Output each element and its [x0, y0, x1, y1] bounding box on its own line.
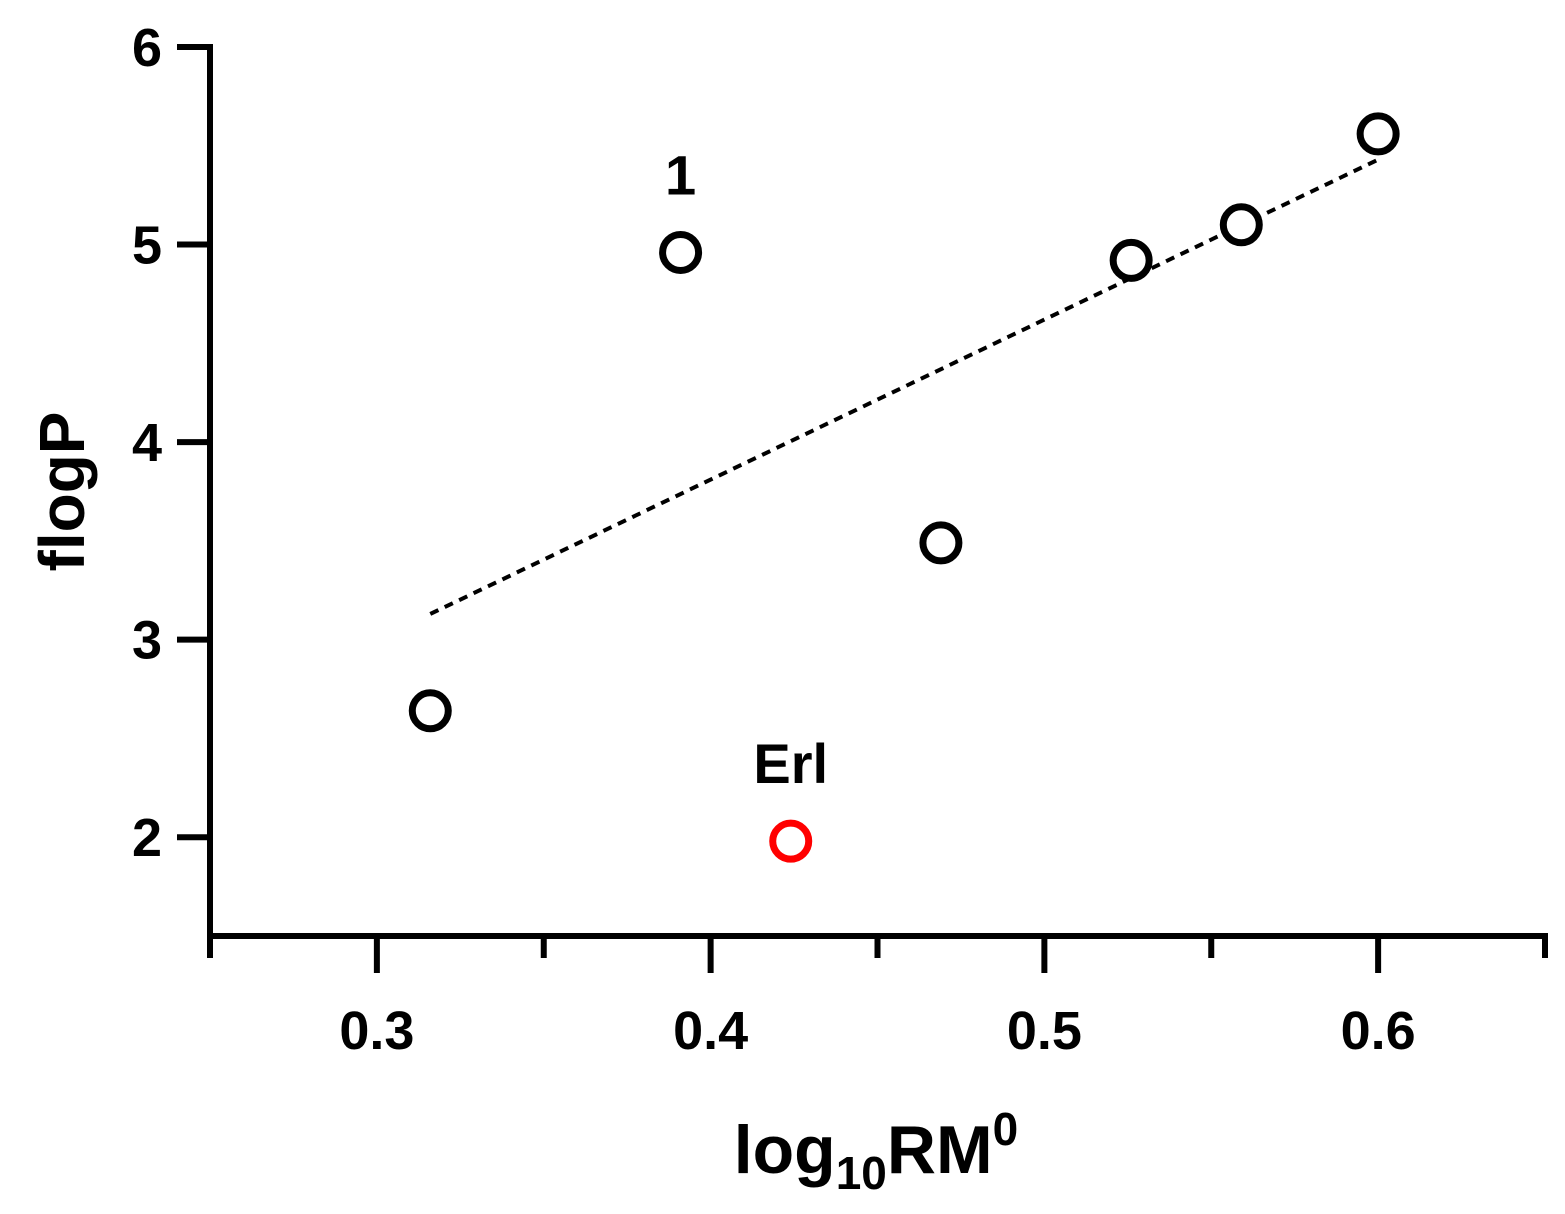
point-annotation: Erl	[753, 732, 828, 795]
data-point	[659, 230, 703, 274]
y-tick-label: 6	[132, 18, 162, 78]
x-axis-title-superscript: 0	[993, 1103, 1019, 1155]
data-point	[408, 689, 452, 733]
data-point	[919, 521, 963, 565]
y-tick-label: 4	[132, 413, 162, 473]
labels-layer: 1 Erl	[665, 143, 828, 795]
x-axis-title-base: log	[734, 1112, 836, 1188]
data-point	[1356, 112, 1400, 156]
x-axis-title: log10RM0	[734, 1103, 1019, 1199]
data-point	[769, 819, 813, 863]
point-annotation: 1	[665, 143, 696, 206]
axes-layer: 2 3 4 5 6 0.3 0.4 0.5 0.6	[132, 18, 1548, 1061]
points-layer	[408, 112, 1400, 863]
y-tick-label: 5	[132, 216, 162, 276]
x-tick-label: 0.6	[1341, 1001, 1416, 1061]
x-axis-title-main: RM	[887, 1112, 993, 1188]
y-axis-title: flogP	[26, 412, 98, 572]
data-point	[1219, 203, 1263, 247]
x-tick-label: 0.3	[339, 1001, 414, 1061]
x-tick-label: 0.4	[673, 1001, 748, 1061]
y-tick-label: 2	[132, 808, 162, 868]
x-axis-title-subscript: 10	[836, 1147, 887, 1199]
x-tick-label: 0.5	[1007, 1001, 1082, 1061]
y-tick-label: 3	[132, 611, 162, 671]
data-point	[1109, 238, 1153, 282]
